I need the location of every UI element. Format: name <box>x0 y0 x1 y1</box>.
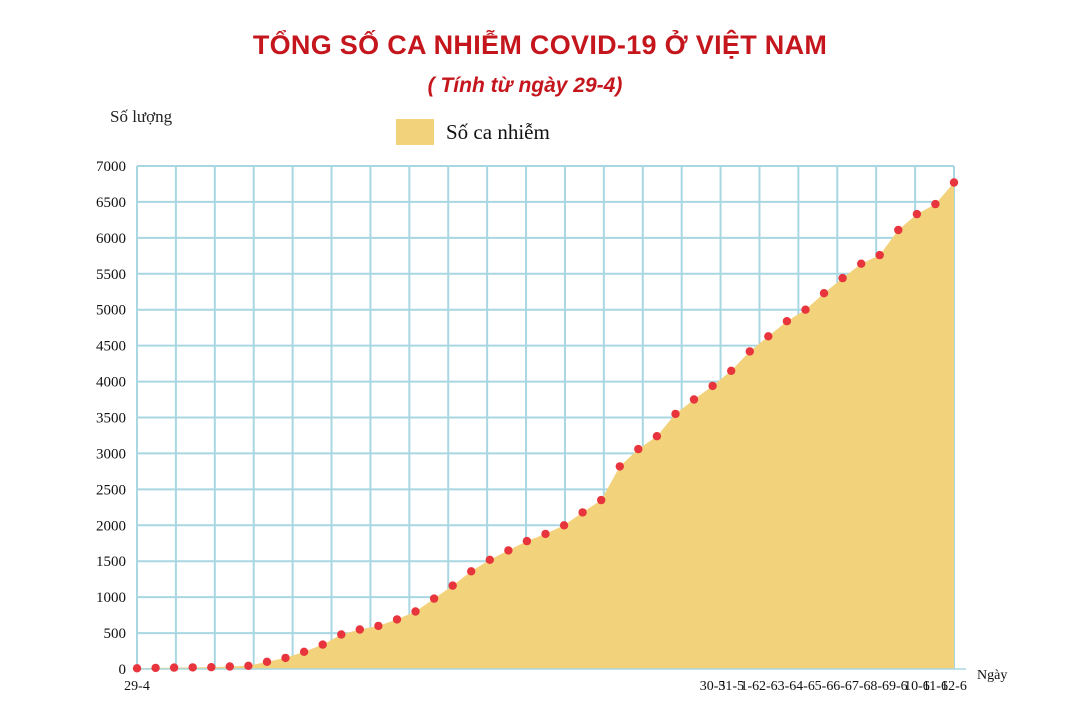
data-point <box>281 653 290 663</box>
y-tick-label: 7000 <box>96 159 126 175</box>
data-point <box>262 657 272 666</box>
y-tick-label: 0 <box>119 662 127 678</box>
data-point <box>244 661 253 670</box>
y-axis-label: Số lượng <box>110 107 173 126</box>
y-tick-label: 4000 <box>96 375 126 391</box>
data-point <box>541 529 550 539</box>
area-layer <box>137 182 954 669</box>
data-point <box>782 317 792 326</box>
data-point <box>207 663 216 672</box>
data-point <box>894 225 903 235</box>
data-point <box>931 199 940 209</box>
x-tick-label: 4-6 <box>796 679 815 694</box>
data-point <box>411 607 420 616</box>
data-point <box>745 347 754 356</box>
data-point <box>949 178 959 187</box>
x-tick-label: 12-6 <box>941 679 967 694</box>
legend-label: Số ca nhiễm <box>446 119 550 144</box>
y-tick-label: 1500 <box>96 554 126 570</box>
data-points <box>132 178 959 673</box>
data-point <box>318 640 327 649</box>
data-point <box>801 305 810 314</box>
x-tick-label: 29-4 <box>124 679 150 694</box>
data-point <box>857 259 866 268</box>
chart-title: TỔNG SỐ CA NHIỄM COVID-19 Ở VIỆT NAM <box>252 30 828 60</box>
data-point <box>504 546 513 555</box>
data-point <box>708 381 717 391</box>
y-tick-label: 1000 <box>96 590 126 606</box>
y-tick-label: 2500 <box>96 482 126 498</box>
data-point <box>355 625 364 634</box>
x-tick-label: 6-6 <box>833 679 852 694</box>
data-point <box>652 432 662 441</box>
x-tick-label: 1-6 <box>740 679 759 694</box>
data-point <box>374 621 383 631</box>
data-point <box>819 289 829 298</box>
y-tick-label: 2000 <box>96 518 126 534</box>
data-point <box>671 409 680 419</box>
data-point <box>875 250 884 260</box>
chart-subtitle: ( Tính từ ngày 29-4) <box>427 74 623 97</box>
data-point <box>838 273 847 283</box>
data-point <box>467 567 476 576</box>
y-tick-label: 4500 <box>96 339 126 355</box>
y-tick-label: 6000 <box>96 231 126 247</box>
x-tick-label: 9-6 <box>889 679 908 694</box>
data-point <box>578 508 587 517</box>
y-tick-label: 3000 <box>96 446 126 462</box>
data-point <box>448 581 457 590</box>
y-tick-label: 3500 <box>96 411 126 427</box>
data-point <box>912 209 922 219</box>
x-tick-label: 2-6 <box>759 679 778 694</box>
x-axis-label: Ngày <box>977 668 1007 683</box>
data-point <box>689 395 699 404</box>
data-point <box>597 495 606 505</box>
y-tick-label: 6500 <box>96 195 126 211</box>
x-tick-label: 10-6 <box>904 679 930 694</box>
data-point <box>485 555 494 564</box>
legend-swatch <box>396 119 434 145</box>
data-point <box>615 462 624 471</box>
data-point <box>225 662 234 671</box>
data-point <box>392 615 402 624</box>
tick-labels: 0 500 1000 1500 2000 2500 3000 3500 4000 4500 5000… <box>96 159 1007 694</box>
data-point <box>188 663 197 672</box>
data-point <box>429 594 439 603</box>
x-tick-label: 3-6 <box>778 679 797 694</box>
data-point <box>559 521 569 530</box>
y-tick-label: 5000 <box>96 303 126 319</box>
x-tick-label: 7-6 <box>852 679 871 694</box>
legend: Số ca nhiễm <box>396 119 550 145</box>
data-point <box>764 332 773 341</box>
data-point <box>727 366 736 375</box>
data-point <box>337 630 346 639</box>
x-tick-label: 5-6 <box>815 679 834 694</box>
data-point <box>151 663 160 673</box>
area-fill <box>137 182 954 669</box>
x-tick-label: 30-5 <box>700 679 726 694</box>
x-tick-label: 8-6 <box>870 679 889 694</box>
x-tick-label: 11-6 <box>923 679 948 694</box>
data-point <box>522 536 532 546</box>
y-tick-label: 5500 <box>96 267 126 283</box>
y-tick-label: 500 <box>104 626 127 642</box>
data-point <box>132 664 142 673</box>
data-point <box>169 663 179 672</box>
x-tick-label: 31-5 <box>718 679 744 694</box>
data-point <box>634 444 643 454</box>
data-point <box>299 647 309 656</box>
